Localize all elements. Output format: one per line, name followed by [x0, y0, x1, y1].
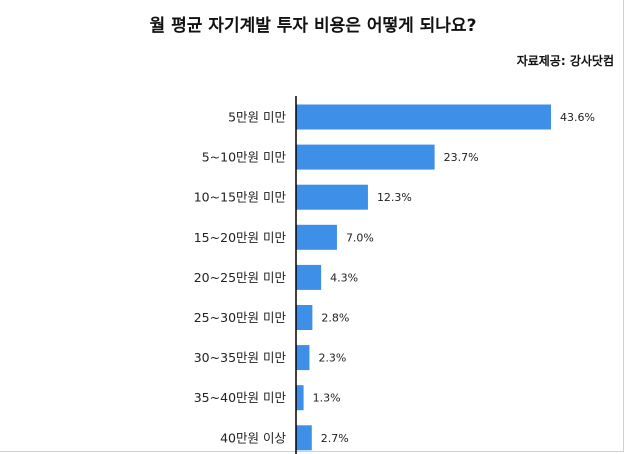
category-labels: 5만원 미만 5~10만원 미만 10~15만원 미만 15~20만원 미만 20~25… [194, 110, 287, 446]
bar-5 [296, 305, 313, 330]
category-label-6: 30~35만원 미만 [194, 350, 287, 365]
category-label-4: 20~25만원 미만 [194, 270, 287, 285]
value-label-2: 12.3% [377, 191, 412, 204]
category-label-1: 5~10만원 미만 [202, 150, 287, 165]
value-label-4: 4.3% [330, 271, 358, 284]
bar-3 [296, 224, 337, 250]
value-label-3: 7.0% [346, 231, 374, 244]
bar-1 [296, 144, 435, 170]
category-label-0: 5만원 미만 [228, 110, 286, 125]
category-label-7: 35~40만원 미만 [194, 390, 287, 405]
chart-title: 월 평균 자기계발 투자 비용은 어떻게 되나요? [149, 16, 477, 36]
value-label-0: 43.6% [560, 111, 595, 124]
category-label-3: 15~20만원 미만 [194, 230, 287, 245]
value-labels: 43.6% 23.7% 12.3% 7.0% 4.3% 2.8% 2.3% 1.3% 2.7% [313, 111, 595, 445]
category-label-2: 10~15만원 미만 [194, 190, 287, 205]
bar-8 [296, 425, 312, 451]
value-label-5: 2.8% [321, 312, 349, 325]
bar-2 [296, 184, 368, 210]
bar-6 [296, 345, 310, 371]
bar-0 [296, 104, 551, 130]
source-credit: 자료제공: 강사닷컴 [516, 54, 614, 68]
value-label-7: 1.3% [313, 392, 341, 405]
bar-4 [296, 264, 322, 290]
value-label-1: 23.7% [444, 151, 479, 164]
bars-group [296, 104, 551, 451]
category-label-5: 25~30만원 미만 [194, 310, 287, 325]
value-label-8: 2.7% [321, 432, 349, 445]
category-label-8: 40만원 이상 [220, 430, 286, 445]
bar-7 [296, 385, 304, 411]
value-label-6: 2.3% [318, 352, 346, 365]
